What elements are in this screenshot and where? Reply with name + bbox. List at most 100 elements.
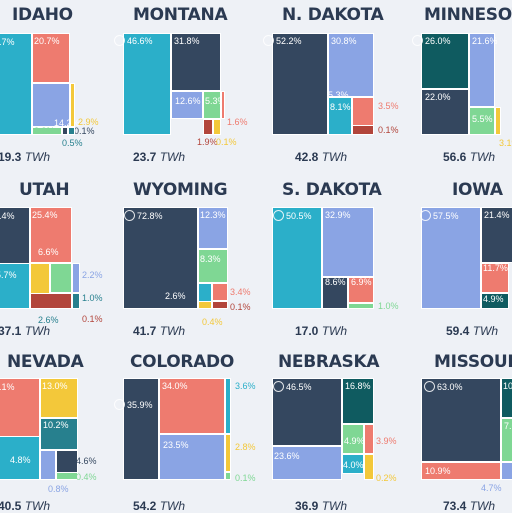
tile-value-label: 0.4%	[202, 317, 223, 327]
total-value: 54.2	[133, 499, 157, 513]
tile-value-label: 23.6%	[274, 451, 300, 461]
treemap-tile	[0, 263, 30, 309]
tile-value-label: 1.6%	[227, 117, 248, 127]
tile-value-label: 21.4%	[484, 210, 510, 220]
treemap-tile	[203, 119, 213, 135]
tile-value-label: 5.3%	[205, 96, 226, 106]
state-title: WYOMING	[133, 180, 228, 200]
total-value: 36.9	[295, 499, 319, 513]
total-value: 37.1	[0, 324, 22, 338]
coal-icon	[114, 399, 125, 410]
treemap-tile	[272, 33, 328, 135]
tile-value-label: 46.5%	[286, 382, 312, 392]
tile-value-label: 0.1%	[235, 473, 256, 483]
total-unit: TWh	[318, 499, 348, 513]
total-generation: 54.2 TWh	[133, 499, 185, 513]
tile-value-label: 2.9%	[34, 126, 55, 136]
total-unit: TWh	[469, 324, 499, 338]
treemap-tile	[469, 33, 495, 107]
tile-value-label: 26.0%	[425, 36, 451, 46]
state-title: NEVADA	[7, 352, 84, 372]
tile-value-label: 3.5%	[378, 101, 399, 111]
treemap-tile	[212, 301, 228, 309]
tile-value-label: 2.2%	[82, 270, 103, 280]
coal-icon	[273, 381, 284, 392]
treemap-tile	[198, 301, 212, 309]
tile-value-label: 0.8%	[48, 484, 69, 494]
tile-value-label: 32.9%	[325, 210, 351, 220]
treemap-tile	[40, 378, 78, 418]
total-value: 42.8	[295, 150, 319, 164]
treemap-tile	[328, 33, 374, 97]
treemap-tile	[32, 127, 62, 135]
tile-value-label: 10.	[503, 381, 512, 391]
tile-value-label: 12.6%	[175, 96, 201, 106]
total-value: 23.7	[133, 150, 157, 164]
tile-value-label: 2.8%	[235, 442, 256, 452]
tile-value-label: 4.9%	[483, 294, 504, 304]
treemap-tile	[481, 293, 509, 309]
total-unit: TWh	[156, 150, 186, 164]
tile-value-label: 1.0%	[378, 301, 399, 311]
total-unit: TWh	[318, 150, 348, 164]
tile-value-label: 2.6%	[38, 315, 59, 325]
tile-value-label: 31.8%	[174, 36, 200, 46]
treemap-tile	[322, 277, 348, 309]
tile-value-label: 0.1%	[82, 314, 103, 324]
total-value: 41.7	[133, 324, 157, 338]
tile-value-label: 2.9%	[78, 117, 99, 127]
treemap-tile	[225, 378, 231, 434]
treemap-tile	[469, 107, 495, 135]
total-unit: TWh	[21, 499, 51, 513]
tile-value-label: 3.9%	[376, 436, 397, 446]
tile-value-label: 6.6%	[38, 247, 59, 257]
treemap-tile	[159, 378, 225, 434]
treemap-tile	[421, 33, 469, 89]
treemap-tile	[421, 89, 469, 135]
treemap-tile	[322, 207, 374, 277]
total-value: 19.3	[0, 150, 22, 164]
hydro-dam-icon	[273, 210, 284, 221]
tile-value-label: 0.1%	[216, 137, 237, 147]
coal-icon	[124, 210, 135, 221]
total-value: 56.6	[443, 150, 467, 164]
tile-value-label: 57.5%	[433, 211, 459, 221]
treemap-tile	[0, 33, 32, 135]
treemap-tile	[203, 91, 221, 119]
tile-value-label: 7.6	[504, 421, 512, 431]
total-unit: TWh	[21, 150, 51, 164]
treemap-tile	[348, 303, 374, 309]
tile-value-label: 10.9%	[425, 466, 451, 476]
total-generation: 73.4 TWh	[443, 499, 495, 513]
treemap-tile	[0, 436, 40, 480]
tile-value-label: 3.4%	[230, 287, 251, 297]
treemap-tile	[72, 293, 80, 309]
tile-value-label: 0.5%	[62, 138, 83, 148]
state-title: IOWA	[452, 180, 503, 200]
treemap-tile	[352, 125, 374, 135]
treemap-tile	[32, 33, 70, 83]
treemap-tile	[501, 418, 512, 462]
tile-value-label: 11.7%	[483, 263, 508, 273]
treemap-tile	[501, 378, 512, 418]
treemap-tile	[123, 207, 198, 309]
total-generation: 59.4 TWh	[446, 324, 498, 338]
total-generation: 36.9 TWh	[295, 499, 347, 513]
treemap-tile	[225, 434, 231, 472]
total-generation: 23.7 TWh	[133, 150, 185, 164]
tile-value-label: 5.1%	[0, 382, 15, 392]
tile-value-label: 6.9%	[351, 277, 372, 287]
state-title: N. DAKOTA	[282, 5, 384, 25]
state-title: MISSOURI	[434, 352, 512, 372]
tile-value-label: 23.5%	[163, 440, 189, 450]
tile-value-label: 4.6%	[76, 456, 97, 466]
tile-value-label: 0.2%	[376, 473, 397, 483]
state-title: MINNESOTA	[424, 5, 512, 25]
treemap-tile	[56, 472, 78, 480]
treemap-tile	[40, 450, 56, 480]
treemap-tile	[495, 107, 501, 135]
state-title: IDAHO	[12, 5, 73, 25]
tile-value-label: 63.0%	[437, 382, 463, 392]
wind-turbine-icon	[420, 210, 431, 221]
state-title: NEBRASKA	[278, 352, 380, 372]
